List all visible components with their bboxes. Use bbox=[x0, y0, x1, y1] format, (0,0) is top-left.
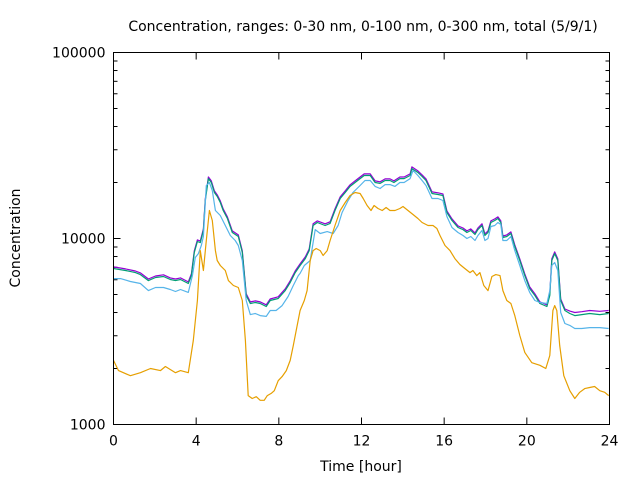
y-tick-label: 100000 bbox=[52, 46, 105, 62]
axis-ticks: 0 4 8 12 16 20 24 1000 10000 100000 bbox=[52, 46, 618, 450]
x-tick-label: 8 bbox=[274, 434, 283, 450]
x-tick-label: 16 bbox=[435, 434, 453, 450]
x-tick-label: 0 bbox=[109, 434, 118, 450]
series-line-0-300-nm bbox=[113, 168, 609, 317]
y-tick-label: 10000 bbox=[61, 232, 106, 248]
x-tick-label: 12 bbox=[353, 434, 371, 450]
y-tick-label: 1000 bbox=[70, 418, 106, 434]
x-tick-label: 4 bbox=[192, 434, 201, 450]
y-axis-label: Concentration bbox=[8, 188, 24, 287]
x-axis-label: Time [hour] bbox=[319, 459, 402, 475]
series-group bbox=[112, 166, 610, 401]
series-line-total bbox=[113, 166, 609, 314]
chart-title: Concentration, ranges: 0-30 nm, 0-100 nm… bbox=[128, 19, 597, 35]
x-tick-label: 20 bbox=[518, 434, 536, 450]
x-tick-label: 24 bbox=[601, 434, 619, 450]
plot-border bbox=[113, 52, 610, 425]
series-line-0-30-nm bbox=[112, 191, 610, 401]
series-line-0-100-nm bbox=[113, 169, 609, 330]
